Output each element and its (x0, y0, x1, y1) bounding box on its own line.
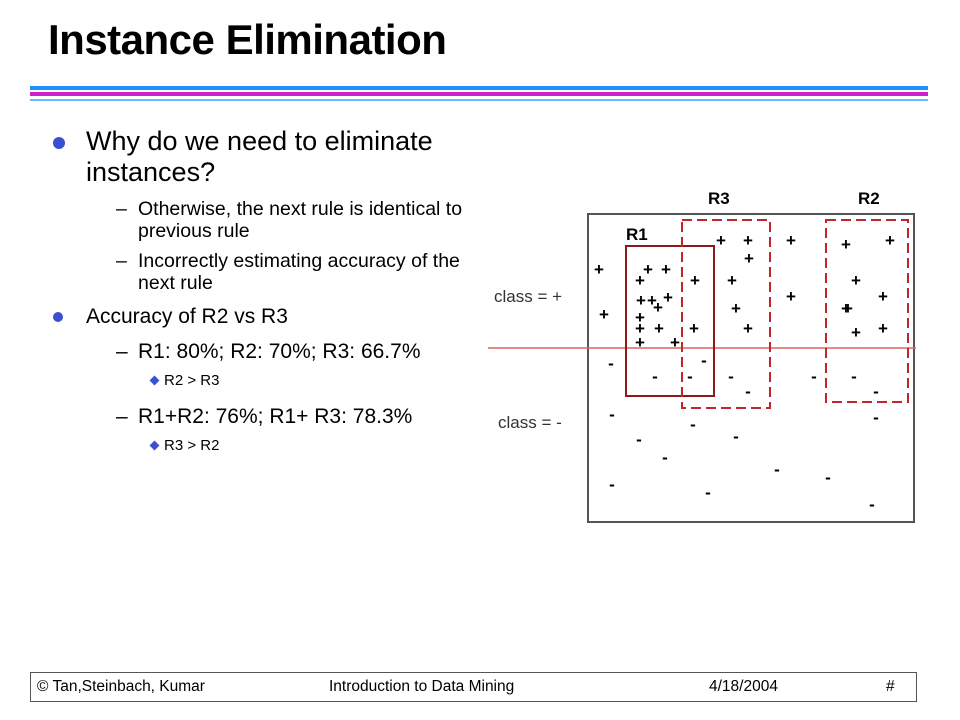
plus-instance: + (635, 333, 645, 352)
minus-instance: - (608, 354, 614, 373)
bullet-list: Why do we need to eliminate instances? –… (50, 126, 470, 469)
title-rule-magenta (30, 92, 928, 96)
minus-instance: - (873, 382, 879, 401)
subbullet-text: Incorrectly estimating accuracy of the n… (138, 250, 460, 294)
minus-instance: - (774, 460, 780, 479)
plus-instance: + (731, 299, 741, 318)
rule-r3-box (681, 219, 771, 409)
minus-instance: - (811, 367, 817, 386)
rule-r2-box (825, 219, 909, 403)
diamond-bullet-icon (149, 440, 160, 451)
dash-icon: – (116, 250, 127, 272)
minus-instance: - (652, 367, 658, 386)
subsubbullet-r2-gt-r3: R2 > R3 (50, 372, 470, 390)
minus-instance: - (636, 430, 642, 449)
slide-title: Instance Elimination (48, 16, 447, 63)
plus-instance: + (841, 299, 851, 318)
subbullet-text: R1: 80%; R2: 70%; R3: 66.7% (138, 340, 421, 363)
minus-instance: - (687, 367, 693, 386)
minus-instance: - (690, 415, 696, 434)
subbullet-accuracies: – R1: 80%; R2: 70%; R3: 66.7% (50, 339, 470, 364)
footer-course-title: Introduction to Data Mining (329, 678, 515, 695)
plus-instance: + (878, 287, 888, 306)
subbullet-text: R1+R2: 76%; R1+ R3: 78.3% (138, 405, 413, 428)
minus-instance: - (705, 483, 711, 502)
plus-instance: + (841, 235, 851, 254)
rule-r2-label: R2 (858, 189, 880, 208)
minus-instance: - (662, 448, 668, 467)
plus-instance: + (878, 319, 888, 338)
plus-instance: + (843, 299, 853, 318)
plus-instance: + (690, 271, 700, 290)
minus-instance: - (851, 367, 857, 386)
plus-instance: + (786, 287, 796, 306)
dash-icon: – (116, 340, 128, 363)
bullet-text: Why do we need to eliminate instances? (86, 126, 433, 187)
minus-instance: - (728, 367, 734, 386)
slide-footer: © Tan,Steinbach, Kumar Introduction to D… (30, 672, 917, 702)
rule-r3-label: R3 (708, 189, 730, 208)
plus-instance: + (663, 288, 673, 307)
plus-instance: + (635, 271, 645, 290)
plus-instance: + (885, 231, 895, 250)
minus-instance: - (825, 468, 831, 487)
rule-coverage-diagram: R1 R3 R2 class = + class = - + + + + ++ + +++ +… (488, 189, 916, 523)
minus-instance: - (873, 408, 879, 427)
bullet-accuracy: Accuracy of R2 vs R3 (50, 304, 470, 329)
plus-instance: + (851, 271, 861, 290)
minus-instance: - (869, 495, 875, 514)
class-negative-label: class = - (498, 413, 562, 432)
bullet-dot-icon (53, 137, 65, 149)
subsubbullet-text: R2 > R3 (164, 372, 220, 389)
diamond-bullet-icon (149, 375, 160, 386)
subbullet-incorrect: – Incorrectly estimating accuracy of the… (50, 250, 470, 294)
minus-instance: - (733, 427, 739, 446)
plus-instance: + (594, 260, 604, 279)
plus-instance: + (727, 271, 737, 290)
subbullet-text: Otherwise, the next rule is identical to… (138, 198, 463, 242)
footer-date: 4/18/2004 (709, 678, 778, 695)
title-rule (30, 86, 928, 90)
dash-icon: – (116, 405, 128, 428)
rule-r1-box (625, 245, 715, 397)
plus-instance: + (744, 249, 754, 268)
plus-instance: + (653, 298, 663, 317)
plus-instance: + (661, 260, 671, 279)
plus-instance: + (743, 231, 753, 250)
plus-instance: + (786, 231, 796, 250)
subbullet-combined-accuracies: – R1+R2: 76%; R1+ R3: 78.3% (50, 404, 470, 429)
plus-instance: + (635, 319, 645, 338)
positive-instances: + + + + ++ + +++ + + +++ + + ++ ++++ ++ + + + + ++ + (594, 231, 895, 352)
plus-instance: + (599, 305, 609, 324)
plus-instance: + (654, 319, 664, 338)
title-rule-thin (30, 99, 928, 101)
instance-space-box (587, 213, 915, 523)
plus-instance: + (670, 333, 680, 352)
negative-instances: - -- - - - -- --- -- --- -- -- (608, 351, 879, 514)
plus-instance: + (716, 231, 726, 250)
rule-r1-label: R1 (626, 225, 648, 244)
plus-instance: + (636, 291, 646, 310)
dash-icon: – (116, 198, 127, 220)
minus-instance: - (701, 351, 707, 370)
plus-instance: + (647, 291, 657, 310)
plus-instance: + (689, 319, 699, 338)
bullet-text: Accuracy of R2 vs R3 (86, 305, 288, 328)
footer-copyright: © Tan,Steinbach, Kumar (37, 678, 205, 695)
plus-instance: + (643, 260, 653, 279)
subbullet-otherwise: – Otherwise, the next rule is identical … (50, 198, 470, 242)
minus-instance: - (609, 475, 615, 494)
bullet-why-eliminate: Why do we need to eliminate instances? (50, 126, 470, 188)
plus-instance: + (743, 319, 753, 338)
plus-instance: + (851, 323, 861, 342)
subsubbullet-text: R3 > R2 (164, 437, 220, 454)
footer-page-number: # (886, 678, 895, 695)
class-positive-label: class = + (494, 287, 562, 306)
minus-instance: - (745, 382, 751, 401)
bullet-dot-icon (53, 312, 63, 322)
subsubbullet-r3-gt-r2: R3 > R2 (50, 437, 470, 455)
minus-instance: - (609, 405, 615, 424)
plus-instance: + (635, 308, 645, 327)
